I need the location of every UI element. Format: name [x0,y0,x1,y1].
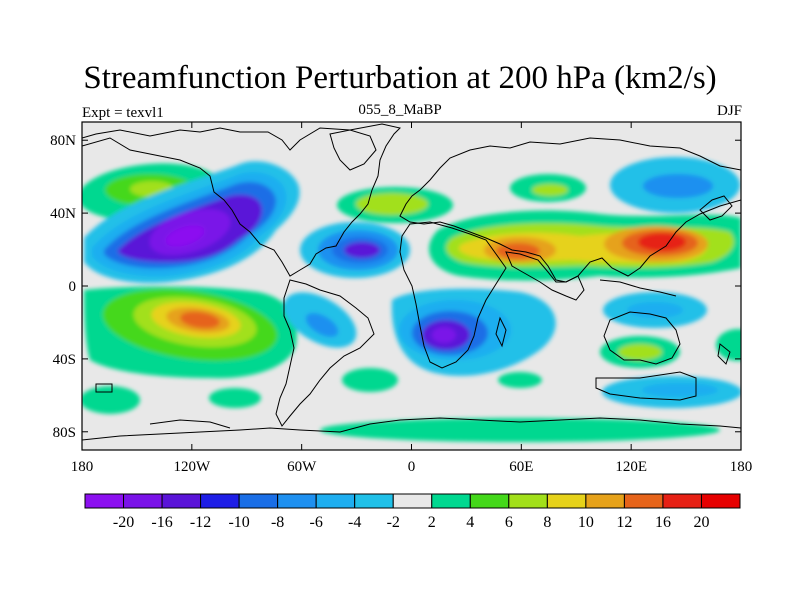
colorbar-label: 12 [616,514,632,531]
colorbar-label: 4 [466,514,474,531]
coastline-australia [603,311,681,365]
contour-sw-pacific-green [82,386,140,414]
contour-pacific-trough-22 [165,225,205,247]
colorbar-label: -16 [151,514,172,531]
contour-s-africa-green [498,372,542,388]
contour-n-atlantic-high-6 [356,193,428,215]
colorbar-swatch [585,493,625,509]
colorbar-swatch [508,493,548,509]
chart-title: Streamfunction Perturbation at 200 hPa (… [83,60,717,96]
colorbar-label: 10 [578,514,594,531]
contour-australia-high-6 [618,344,662,360]
x-tick-label: 60W [287,459,317,475]
y-tick-label: 0 [69,279,77,295]
colorbar-label: -10 [228,514,249,531]
colorbar: -20 -16 -12 -10 -8 -6 -4 -2 2 4 6 8 10 12 16 20 [84,493,741,531]
coastline-arabia-india [505,251,585,301]
coastline-eurasia [399,137,741,283]
colorbar-label: 8 [543,514,551,531]
colorbar-swatch [700,493,741,509]
colorbar-label: 20 [693,514,709,531]
x-tick-label: 120W [173,459,211,475]
experiment-label: Expt = texvl1 [82,105,164,121]
y-tick-label: 40N [50,206,76,222]
colorbar-label: -4 [348,514,361,531]
colorbar-label: -12 [190,514,211,531]
colorbar-swatch [123,493,163,509]
contour-s-atlantic-high [342,368,398,392]
colorbar-label: -20 [113,514,134,531]
contour-atlantic-low-12 [344,242,380,258]
coastline-kerguelen [595,371,697,401]
y-tick-label: 40S [53,352,76,368]
contour-ne-asia-low-6 [643,174,713,198]
x-tick-label: 180 [71,459,94,475]
colorbar-label: -2 [387,514,400,531]
contour-indian-low-6 [627,302,683,318]
coastline-madagascar [495,316,507,348]
colorbar-label: 6 [505,514,513,531]
colorbar-swatch [392,493,433,509]
coastline-antarctica [82,417,741,441]
colorbar-swatch [469,493,510,509]
case-label: 055_8_MaBP [358,102,442,118]
x-tick-label: 0 [408,459,416,475]
colorbar-swatch [315,493,356,509]
colorbar-label: 2 [428,514,436,531]
contour-e-pacific-low [716,329,741,361]
y-axis: 80N 40N 0 40S 80S [50,133,741,441]
y-tick-label: 80N [50,133,76,149]
x-axis: 180 120W 60W 0 60E 120E 180 [71,122,753,475]
colorbar-swatch [431,493,471,509]
contour-fill-layer [82,157,741,442]
coastline-maritime-continent [599,279,677,297]
x-tick-label: 60E [509,459,533,475]
coastline-layer [82,123,741,441]
colorbar-swatch [84,493,125,509]
colorbar-label: -8 [271,514,284,531]
colorbar-label: 16 [655,514,671,531]
contour-southern-ocean-low-6 [642,383,718,397]
contour-antarctic-green [320,418,720,442]
colorbar-swatch [161,493,202,509]
contour-asia-ridge-20 [638,233,686,251]
coastline-japan [699,195,733,221]
colorbar-label: -6 [310,514,323,531]
season-label: DJF [716,103,742,119]
coastline-small-island [95,383,113,393]
coastline-new-zealand [717,343,731,365]
contour-se-pacific-green [209,388,261,408]
coastline-north-america [82,123,401,277]
colorbar-swatch [546,493,587,509]
colorbar-swatch [277,493,317,509]
colorbar-swatch [200,493,240,509]
coastline-south-america [275,279,375,427]
colorbar-swatch [662,493,702,509]
contour-s-pacific-high-16 [180,311,220,329]
coastline-antarctic-peninsula [149,419,231,429]
coastline-africa [399,221,507,369]
coastline-greenland [329,129,377,171]
contour-central-asia-ridge [532,184,568,196]
y-tick-label: 80S [53,425,76,441]
x-tick-label: 180 [730,459,753,475]
x-tick-label: 120E [615,459,647,475]
colorbar-swatch [354,493,394,509]
colorbar-swatch [623,493,664,509]
colorbar-swatch [238,493,279,509]
contour-s-atlantic-low-6 [305,313,339,337]
contour-africa-low-16 [432,327,456,343]
